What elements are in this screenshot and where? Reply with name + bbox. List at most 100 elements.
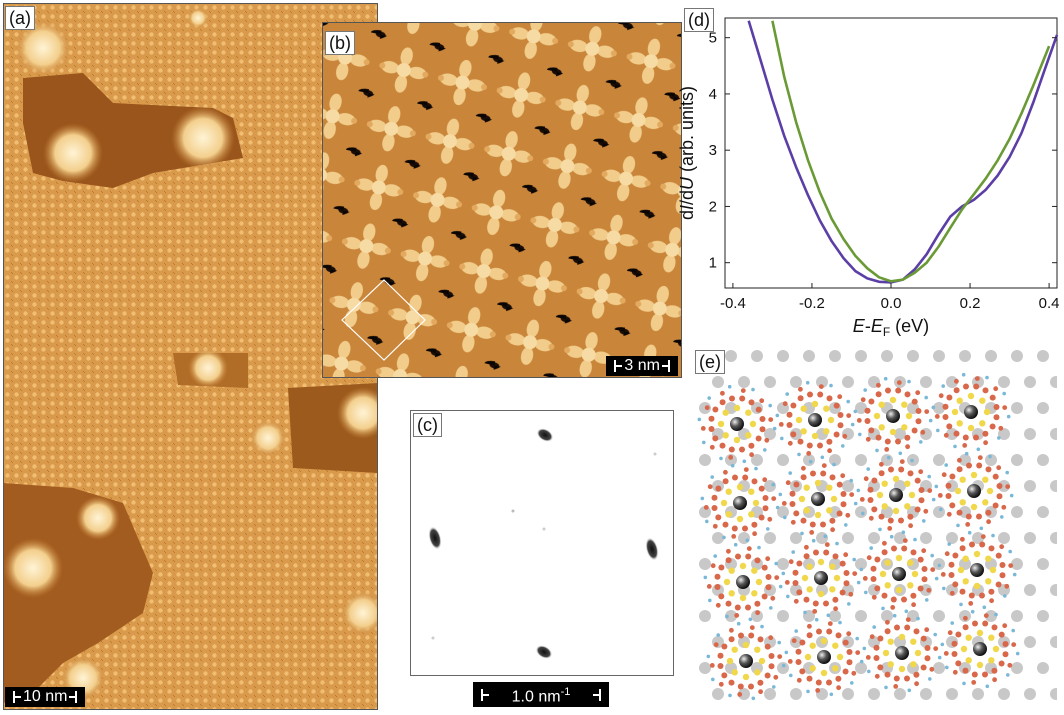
hydrogen-atom: [751, 387, 755, 392]
substrate-atom: [1050, 428, 1057, 440]
substrate-atom: [933, 350, 945, 362]
oxygen-atom: [815, 679, 822, 686]
hydrogen-atom: [853, 409, 858, 414]
oxygen-atom: [866, 555, 872, 561]
oxygen-atom: [837, 394, 843, 400]
hydrogen-atom: [922, 519, 926, 523]
sulfur-atom: [989, 566, 997, 574]
sulfur-atom: [882, 649, 890, 657]
oxygen-atom: [891, 545, 897, 552]
sulfur-atom: [827, 416, 835, 424]
sulfur-atom: [749, 420, 757, 428]
substrate-atom: [894, 428, 906, 440]
sulfur-atom: [976, 629, 984, 637]
sulfur-atom: [823, 405, 830, 412]
substrate-atom: [738, 376, 750, 388]
series-line-green: [771, 20, 1051, 283]
oxygen-atom: [846, 631, 852, 637]
oxygen-atom: [949, 590, 955, 596]
hydrogen-atom: [883, 376, 888, 381]
oxygen-atom: [937, 493, 943, 498]
oxygen-atom: [792, 580, 799, 586]
hydrogen-atom: [934, 484, 939, 489]
oxygen-atom: [715, 514, 722, 521]
oxygen-atom: [708, 426, 715, 432]
hydrogen-atom: [847, 602, 851, 606]
substrate-atom: [1011, 506, 1023, 518]
panel-a-label: (a): [5, 6, 35, 30]
sulfur-atom: [836, 653, 844, 661]
substrate-atom: [842, 480, 854, 492]
hydrogen-atom: [780, 436, 784, 441]
oxygen-atom: [806, 632, 813, 639]
oxygen-atom: [968, 592, 975, 599]
oxygen-atom: [949, 473, 956, 480]
oxygen-atom: [790, 431, 797, 438]
oxygen-atom: [915, 408, 922, 414]
oxygen-atom: [942, 403, 949, 410]
sulfur-atom: [758, 657, 766, 665]
unit-cell-marker: [341, 279, 426, 361]
sulfur-atom: [988, 634, 995, 641]
sulfur-atom: [752, 499, 760, 507]
oxygen-atom: [712, 435, 719, 442]
oxygen-atom: [911, 602, 916, 608]
oxygen-atom: [816, 628, 822, 635]
oxygen-atom: [988, 588, 995, 595]
hydrogen-atom: [875, 448, 879, 453]
hydrogen-atom: [700, 496, 705, 501]
substrate-atom: [998, 688, 1010, 700]
oxygen-atom: [996, 483, 1003, 489]
scalebar-right-cap: [592, 688, 601, 701]
substrate-atom: [1037, 350, 1049, 362]
oxygen-atom: [877, 664, 884, 671]
oxygen-atom: [966, 462, 972, 469]
hydrogen-atom: [850, 422, 855, 427]
oxygen-atom: [754, 600, 761, 607]
hydrogen-atom: [772, 426, 777, 431]
oxygen-atom: [904, 624, 911, 631]
oxygen-atom: [826, 679, 832, 686]
oxygen-atom: [734, 604, 741, 611]
oxygen-atom: [749, 625, 755, 630]
hydrogen-atom: [775, 505, 780, 510]
panel-c-scale-text: 1.0 nm-1: [512, 682, 571, 707]
oxygen-atom: [806, 675, 813, 682]
hydrogen-atom: [889, 534, 894, 539]
oxygen-atom: [836, 510, 843, 517]
oxygen-atom: [729, 627, 734, 633]
y-axis-label: dI/dU (arb. units): [677, 86, 697, 220]
oxygen-atom: [700, 426, 706, 431]
oxygen-atom: [836, 481, 843, 488]
hydrogen-atom: [956, 523, 960, 528]
oxygen-atom: [910, 592, 917, 599]
oxygen-atom: [878, 513, 885, 520]
hydrogen-atom: [933, 632, 937, 637]
oxygen-atom: [992, 473, 999, 480]
sulfur-atom: [801, 574, 809, 582]
metal-center-atom: [967, 484, 981, 498]
hydrogen-atom: [788, 471, 792, 475]
panel-b-scale-text: 3 nm: [624, 357, 660, 374]
sulfur-atom: [830, 495, 838, 503]
hydrogen-atom: [697, 417, 702, 422]
oxygen-atom: [982, 430, 989, 437]
panel-b: (b) 3 nm: [322, 22, 682, 378]
sulfur-atom: [884, 559, 891, 566]
oxygen-atom: [887, 517, 894, 524]
hydrogen-atom: [1009, 493, 1014, 498]
substrate-atom: [777, 506, 789, 518]
substrate-atom: [751, 350, 763, 362]
oxygen-atom: [796, 560, 803, 567]
oxygen-atom: [800, 474, 807, 481]
metal-center-atom: [733, 496, 747, 510]
oxygen-atom: [761, 593, 768, 600]
adsorbate-clump: [15, 20, 71, 76]
oxygen-atom: [815, 688, 821, 693]
hydrogen-atom: [745, 538, 750, 543]
oxygen-atom: [870, 565, 877, 572]
oxygen-atom: [848, 591, 854, 597]
oxygen-atom: [940, 572, 946, 577]
oxygen-atom: [918, 469, 924, 475]
oxygen-atom: [795, 648, 802, 655]
